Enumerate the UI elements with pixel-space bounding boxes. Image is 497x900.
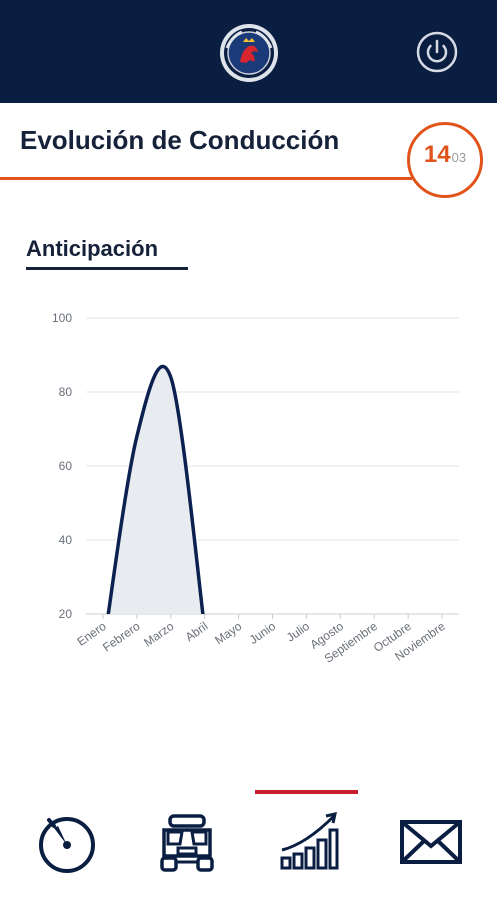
x-tick-label: Mayo	[212, 619, 244, 647]
growth-chart-icon[interactable]	[276, 810, 342, 876]
series-line	[106, 364, 205, 614]
title-row: Evolución de Conducción 14 03	[0, 103, 497, 203]
power-icon[interactable]	[415, 30, 459, 74]
truck-icon[interactable]	[154, 810, 220, 876]
y-tick-label: 80	[59, 385, 73, 399]
date-badge: 14 03	[407, 122, 483, 198]
bottom-nav	[0, 780, 497, 900]
x-tick-label: Febrero	[100, 619, 143, 655]
y-tick-label: 20	[59, 607, 73, 621]
y-tick-label: 40	[59, 533, 73, 547]
section-underline	[26, 267, 188, 270]
title-underline	[0, 177, 412, 180]
envelope-icon[interactable]	[398, 810, 464, 876]
x-tick-label: Marzo	[141, 619, 177, 650]
top-bar	[0, 0, 497, 103]
badge-day: 14	[423, 141, 451, 168]
page-title: Evolución de Conducción	[20, 125, 340, 155]
y-tick-label: 60	[59, 459, 73, 473]
scania-griffin-logo-icon	[220, 24, 278, 82]
y-tick-label: 100	[52, 311, 72, 325]
section-title: Anticipación	[26, 236, 159, 261]
x-tick-label: Abril	[183, 619, 211, 644]
nav-active-indicator	[255, 790, 358, 794]
speedometer-icon[interactable]	[34, 810, 100, 876]
x-tick-label: Junio	[247, 619, 279, 647]
badge-month: 03	[451, 150, 467, 165]
